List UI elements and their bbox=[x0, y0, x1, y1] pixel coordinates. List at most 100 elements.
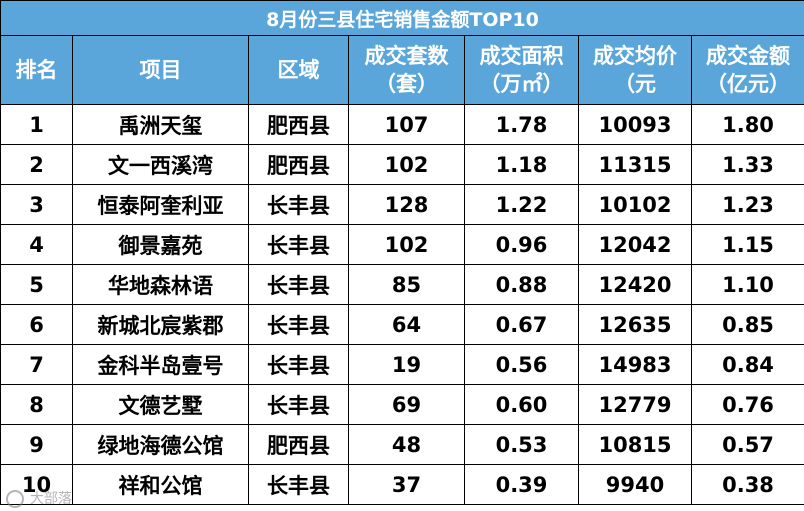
table-cell: 恒泰阿奎利亚 bbox=[72, 184, 249, 225]
table-cell: 0.84 bbox=[690, 344, 804, 385]
table-cell: 文德艺墅 bbox=[72, 384, 249, 425]
table-cell: 0.53 bbox=[464, 424, 579, 465]
header-row: 排名 项目 区域 成交套数 （套） 成交面积 （万㎡） 成交均价 （元 成交金额 （亿元） bbox=[0, 35, 804, 105]
table-cell: 新城北宸紫郡 bbox=[72, 304, 249, 345]
table-cell: 华地森林语 bbox=[72, 264, 249, 305]
table-cell: 12042 bbox=[578, 224, 692, 265]
table-cell: 肥西县 bbox=[248, 104, 349, 145]
table-cell: 肥西县 bbox=[248, 144, 349, 185]
table-cell: 85 bbox=[348, 264, 465, 305]
watermark-icon bbox=[6, 490, 24, 508]
table-row: 8 文德艺墅 长丰县 69 0.60 12779 0.76 bbox=[0, 384, 804, 425]
table-cell: 7 bbox=[0, 344, 73, 385]
table-cell: 14983 bbox=[578, 344, 692, 385]
table-row: 10 祥和公馆 长丰县 37 0.39 9940 0.38 bbox=[0, 464, 804, 505]
column-header-label: 成交面积 bbox=[479, 44, 564, 68]
column-header-label: 成交均价 bbox=[593, 44, 677, 68]
table-cell: 5 bbox=[0, 264, 73, 305]
table-cell: 48 bbox=[348, 424, 465, 465]
table-cell: 102 bbox=[348, 144, 465, 185]
column-header-label: 项目 bbox=[139, 58, 182, 82]
table-cell: 1.33 bbox=[690, 144, 804, 185]
column-header-label: 区域 bbox=[277, 58, 320, 82]
table-cell: 102 bbox=[348, 224, 465, 265]
table-cell: 107 bbox=[348, 104, 465, 145]
column-header-unit: （万㎡） bbox=[479, 72, 564, 96]
table-cell: 0.85 bbox=[690, 304, 804, 345]
table-cell: 文一西溪湾 bbox=[72, 144, 249, 185]
table-title: 8月份三县住宅销售金额TOP10 bbox=[0, 0, 804, 36]
table-cell: 12635 bbox=[578, 304, 692, 345]
table-cell: 9 bbox=[0, 424, 73, 465]
column-header: 项目 bbox=[72, 35, 249, 105]
table-cell: 1.10 bbox=[690, 264, 804, 305]
table-cell: 0.60 bbox=[464, 384, 579, 425]
title-row: 8月份三县住宅销售金额TOP10 bbox=[0, 0, 804, 36]
table-cell: 0.38 bbox=[690, 464, 804, 505]
table-cell: 10102 bbox=[578, 184, 692, 225]
table-row: 4 御景嘉苑 长丰县 102 0.96 12042 1.15 bbox=[0, 224, 804, 265]
table-cell: 8 bbox=[0, 384, 73, 425]
table-cell: 长丰县 bbox=[248, 384, 349, 425]
table-cell: 6 bbox=[0, 304, 73, 345]
table-cell: 1.15 bbox=[690, 224, 804, 265]
column-header-label: 成交金额 bbox=[706, 44, 791, 68]
table-cell: 64 bbox=[348, 304, 465, 345]
table-cell: 0.88 bbox=[464, 264, 579, 305]
table-cell: 1.23 bbox=[690, 184, 804, 225]
table-cell: 1.80 bbox=[690, 104, 804, 145]
table-cell: 10815 bbox=[578, 424, 692, 465]
table-cell: 祥和公馆 bbox=[72, 464, 249, 505]
table-cell: 0.56 bbox=[464, 344, 579, 385]
column-header-label: 成交套数 bbox=[364, 44, 449, 68]
table-row: 2 文一西溪湾 肥西县 102 1.18 11315 1.33 bbox=[0, 144, 804, 185]
table-cell: 肥西县 bbox=[248, 424, 349, 465]
table-cell: 3 bbox=[0, 184, 73, 225]
table-cell: 禹洲天玺 bbox=[72, 104, 249, 145]
table-cell: 长丰县 bbox=[248, 304, 349, 345]
table-row: 6 新城北宸紫郡 长丰县 64 0.67 12635 0.85 bbox=[0, 304, 804, 345]
table-cell: 长丰县 bbox=[248, 344, 349, 385]
table-row: 5 华地森林语 长丰县 85 0.88 12420 1.10 bbox=[0, 264, 804, 305]
table-cell: 1.18 bbox=[464, 144, 579, 185]
column-header: 成交均价 （元 bbox=[578, 35, 692, 105]
table-cell: 绿地海德公馆 bbox=[72, 424, 249, 465]
table-row: 9 绿地海德公馆 肥西县 48 0.53 10815 0.57 bbox=[0, 424, 804, 465]
table-row: 3 恒泰阿奎利亚 长丰县 128 1.22 10102 1.23 bbox=[0, 184, 804, 225]
table-cell: 4 bbox=[0, 224, 73, 265]
column-header-unit: （套） bbox=[375, 72, 438, 96]
table-row: 1 禹洲天玺 肥西县 107 1.78 10093 1.80 bbox=[0, 104, 804, 145]
column-header: 成交面积 （万㎡） bbox=[464, 35, 579, 105]
table-cell: 1.78 bbox=[464, 104, 579, 145]
table-cell: 10093 bbox=[578, 104, 692, 145]
column-header: 区域 bbox=[248, 35, 349, 105]
table-cell: 69 bbox=[348, 384, 465, 425]
table-cell: 12779 bbox=[578, 384, 692, 425]
table-cell: 长丰县 bbox=[248, 464, 349, 505]
column-header-label: 排名 bbox=[15, 58, 58, 82]
table-cell: 0.57 bbox=[690, 424, 804, 465]
table-cell: 0.67 bbox=[464, 304, 579, 345]
table-cell: 1.22 bbox=[464, 184, 579, 225]
table-cell: 御景嘉苑 bbox=[72, 224, 249, 265]
table-cell: 2 bbox=[0, 144, 73, 185]
watermark: 大部落 bbox=[6, 488, 72, 508]
column-header-unit: （亿元） bbox=[706, 72, 791, 96]
column-header: 成交金额 （亿元） bbox=[690, 35, 804, 105]
watermark-text: 大部落 bbox=[30, 491, 72, 507]
table-cell: 0.96 bbox=[464, 224, 579, 265]
table-cell: 37 bbox=[348, 464, 465, 505]
table-cell: 金科半岛壹号 bbox=[72, 344, 249, 385]
table-cell: 长丰县 bbox=[248, 224, 349, 265]
table-cell: 9940 bbox=[578, 464, 692, 505]
column-header: 排名 bbox=[0, 35, 73, 105]
table-cell: 12420 bbox=[578, 264, 692, 305]
table-cell: 0.39 bbox=[464, 464, 579, 505]
table-cell: 11315 bbox=[578, 144, 692, 185]
table-cell: 128 bbox=[348, 184, 465, 225]
table-cell: 0.76 bbox=[690, 384, 804, 425]
table-cell: 长丰县 bbox=[248, 184, 349, 225]
table-body: 1 禹洲天玺 肥西县 107 1.78 10093 1.80 2 文一西溪湾 肥西县 102 1.18… bbox=[0, 104, 804, 505]
